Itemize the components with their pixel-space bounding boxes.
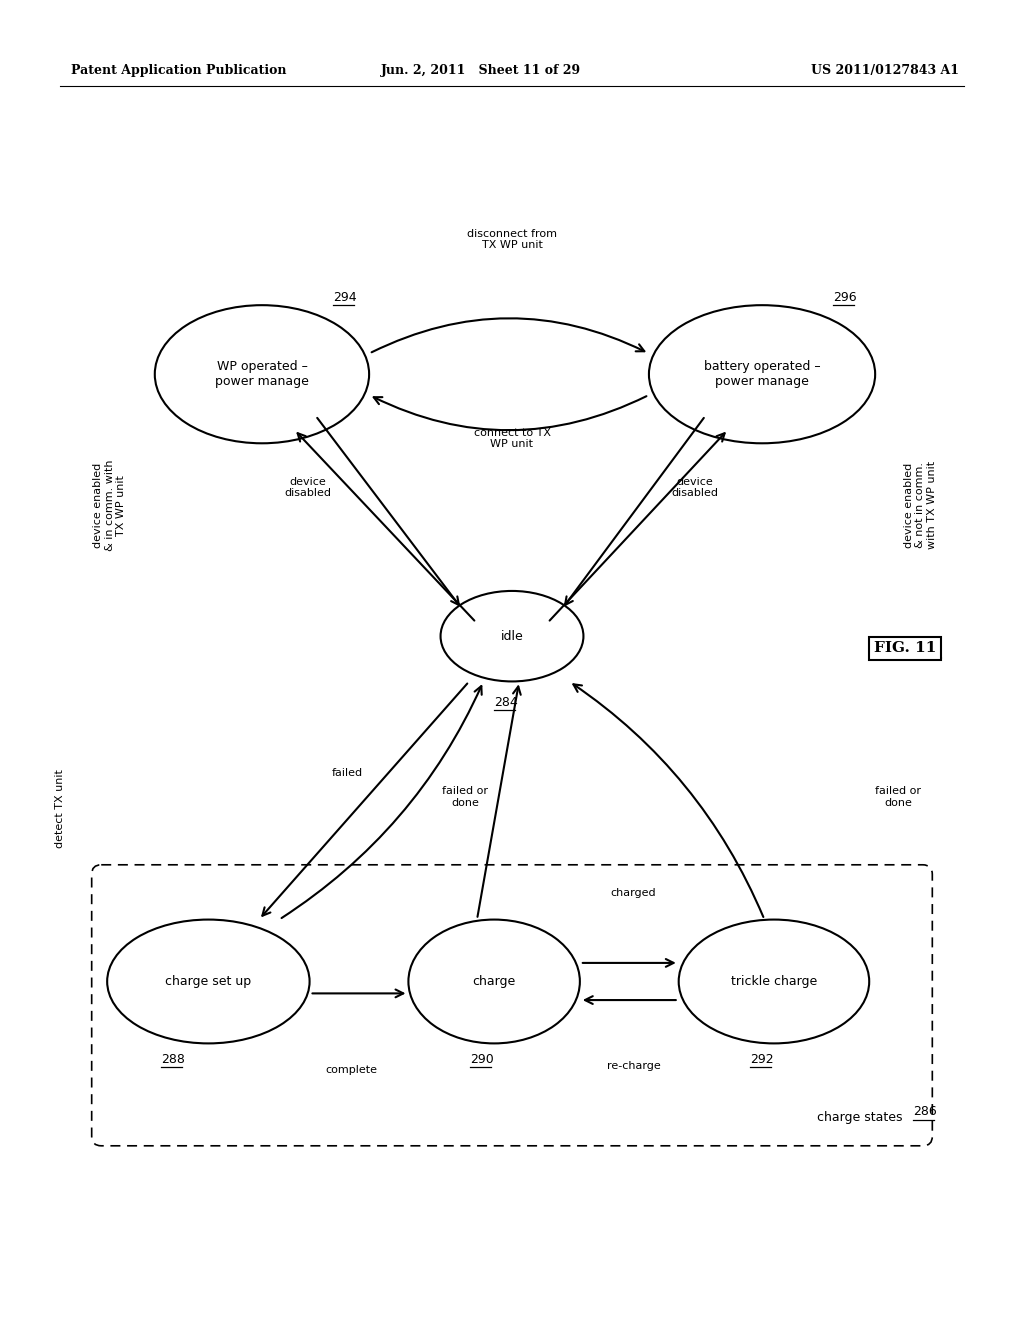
Text: failed or
done: failed or done [876,787,922,808]
Text: device enabled
& in comm. with
TX WP unit: device enabled & in comm. with TX WP uni… [93,459,126,550]
Ellipse shape [649,305,876,444]
Text: 290: 290 [470,1053,494,1067]
Text: idle: idle [501,630,523,643]
Text: Jun. 2, 2011   Sheet 11 of 29: Jun. 2, 2011 Sheet 11 of 29 [381,65,582,77]
Text: battery operated –
power manage: battery operated – power manage [703,360,820,388]
Text: trickle charge: trickle charge [731,975,817,987]
Text: 296: 296 [834,290,857,304]
Ellipse shape [108,920,309,1043]
Text: WP operated –
power manage: WP operated – power manage [215,360,309,388]
Ellipse shape [155,305,369,444]
Text: charge set up: charge set up [165,975,252,987]
Text: US 2011/0127843 A1: US 2011/0127843 A1 [811,65,958,77]
Text: failed or
done: failed or done [442,787,488,808]
Text: charge states: charge states [817,1111,911,1125]
Text: charged: charged [610,888,656,898]
Text: complete: complete [326,1065,377,1074]
Text: device
disabled: device disabled [672,477,719,498]
Text: 286: 286 [913,1105,937,1118]
Text: failed: failed [332,768,364,777]
Ellipse shape [679,920,869,1043]
Text: device enabled
& not in comm.
with TX WP unit: device enabled & not in comm. with TX WP… [904,461,937,549]
Text: connect to TX
WP unit: connect to TX WP unit [473,428,551,449]
Text: 294: 294 [334,290,357,304]
Text: 288: 288 [161,1053,184,1067]
Text: disconnect from
TX WP unit: disconnect from TX WP unit [467,228,557,251]
Text: charge: charge [472,975,516,987]
Text: device
disabled: device disabled [285,477,332,498]
Text: re-charge: re-charge [606,1061,660,1072]
Ellipse shape [409,920,580,1043]
Ellipse shape [440,591,584,681]
Text: 284: 284 [495,696,518,709]
Text: 292: 292 [751,1053,774,1067]
Text: FIG. 11: FIG. 11 [873,642,936,655]
Text: detect TX unit: detect TX unit [54,770,65,849]
Text: Patent Application Publication: Patent Application Publication [72,65,287,77]
